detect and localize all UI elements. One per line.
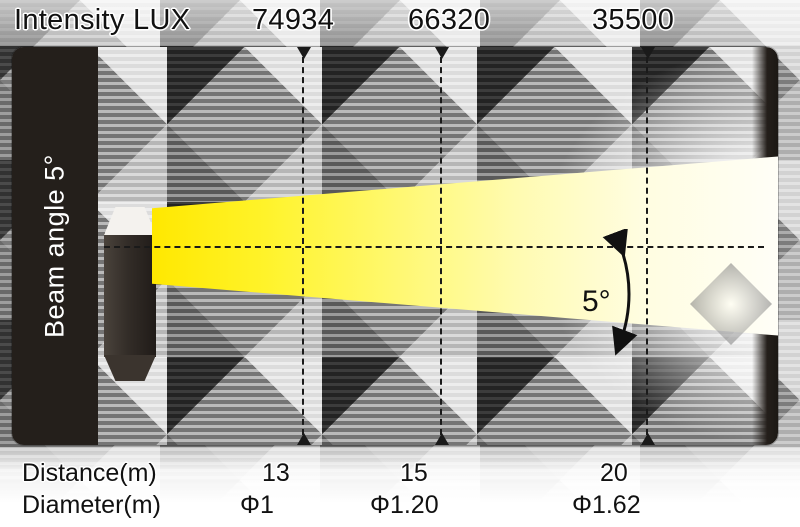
luminaire-body (104, 233, 156, 357)
diameter-row-label: Diameter(m) (22, 491, 161, 519)
header-backdrop (0, 0, 800, 46)
distance-row-label: Distance(m) (22, 459, 157, 487)
beam-angle-sidebar-label: Beam angle 5° (39, 154, 70, 338)
distance-value-3: 20 (600, 459, 628, 487)
footer-backdrop (0, 447, 800, 527)
diameter-row: Diameter(m) Φ1 Φ1.20 Φ1.62 (0, 490, 800, 522)
distance-value-1: 13 (262, 459, 290, 487)
beam-angle-value-label: 5° (582, 285, 611, 318)
beam-angle-sidebar: Beam angle 5° (12, 47, 98, 445)
measurement-table: Distance(m) 13 15 20 Diameter(m) Φ1 Φ1.2… (0, 452, 800, 527)
intensity-row: Intensity LUX 74934 66320 35500 (0, 0, 800, 42)
diameter-value-2: Φ1.20 (370, 491, 439, 519)
diameter-value-1: Φ1 (240, 491, 274, 519)
distance-row: Distance(m) 13 15 20 (0, 458, 800, 490)
intensity-value-2: 66320 (408, 4, 491, 36)
intensity-value-1: 74934 (252, 4, 335, 36)
intensity-value-3: 35500 (592, 4, 675, 36)
beam-angle-arc-icon (602, 229, 638, 356)
intensity-row-label: Intensity LUX (14, 4, 191, 36)
beam-center-axis (104, 246, 764, 248)
illustration-panel: Beam angle 5° 5° (12, 47, 778, 445)
diameter-value-3: Φ1.62 (572, 491, 641, 519)
distance-value-2: 15 (400, 459, 428, 487)
